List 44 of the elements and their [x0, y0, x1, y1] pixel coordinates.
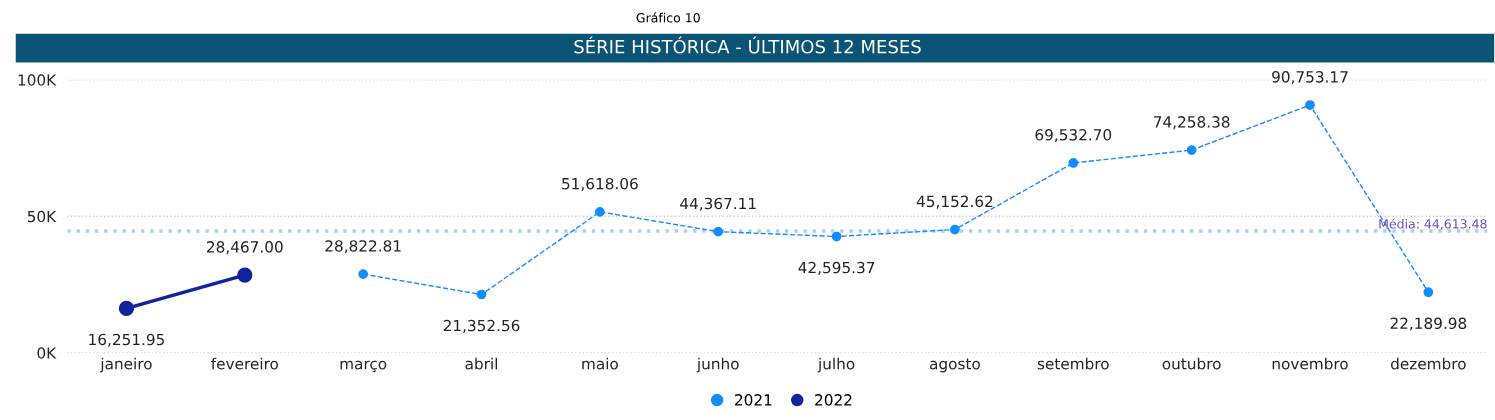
x-tick-label: março	[340, 360, 387, 373]
x-tick-label: junho	[696, 357, 739, 373]
point	[595, 207, 605, 217]
data-label: 45,152.62	[916, 195, 993, 209]
data-label: 16,251.95	[89, 333, 164, 347]
point	[118, 300, 135, 317]
point	[237, 267, 253, 283]
legend-label: 2021	[735, 394, 772, 406]
point	[358, 269, 369, 279]
point	[1305, 100, 1315, 110]
x-tick-label: outubro	[1162, 357, 1221, 370]
data-label: 51,618.06	[562, 177, 638, 192]
data-label: 74,258.38	[1154, 116, 1230, 130]
point	[1186, 145, 1197, 155]
x-tick-label: janeiro	[100, 357, 152, 373]
x-tick-label: maio	[582, 357, 618, 370]
y-tick-label: 100K	[18, 74, 57, 86]
ref-line-label: Média: 44,613.48	[1379, 218, 1487, 230]
legend-label: 2022	[815, 394, 852, 406]
y-tick-label: 50K	[27, 210, 57, 223]
x-tick-label: dezembro	[1391, 357, 1466, 370]
data-label: 69,532.70	[1035, 129, 1112, 143]
point	[950, 224, 960, 235]
point	[476, 289, 487, 300]
point	[1068, 158, 1079, 168]
data-label: 42,595.37	[798, 261, 875, 275]
x-tick-label: setembro	[1037, 357, 1109, 370]
data-label: 44,367.11	[680, 197, 756, 211]
data-label: 21,352.56	[443, 319, 520, 333]
x-tick-label: julho	[817, 357, 855, 373]
point	[713, 226, 724, 237]
data-label: 90,753.17	[1272, 71, 1348, 85]
data-label: 28,467.00	[207, 241, 283, 255]
x-tick-label: agosto	[930, 358, 980, 373]
x-tick-label: fevereiro	[211, 357, 279, 370]
data-label: 22,189.98	[1390, 317, 1467, 331]
y-tick-label: 0K	[37, 347, 57, 359]
point	[1423, 287, 1434, 298]
x-tick-label: novembro	[1272, 357, 1348, 370]
data-label: 28,822.81	[325, 240, 401, 254]
text: Gráfico 10	[636, 12, 700, 23]
chart-title: SÉRIE HISTÓRICA - ÚLTIMOS 12 MESES	[574, 36, 921, 54]
point	[831, 231, 842, 242]
x-tick-label: abril	[465, 357, 497, 370]
